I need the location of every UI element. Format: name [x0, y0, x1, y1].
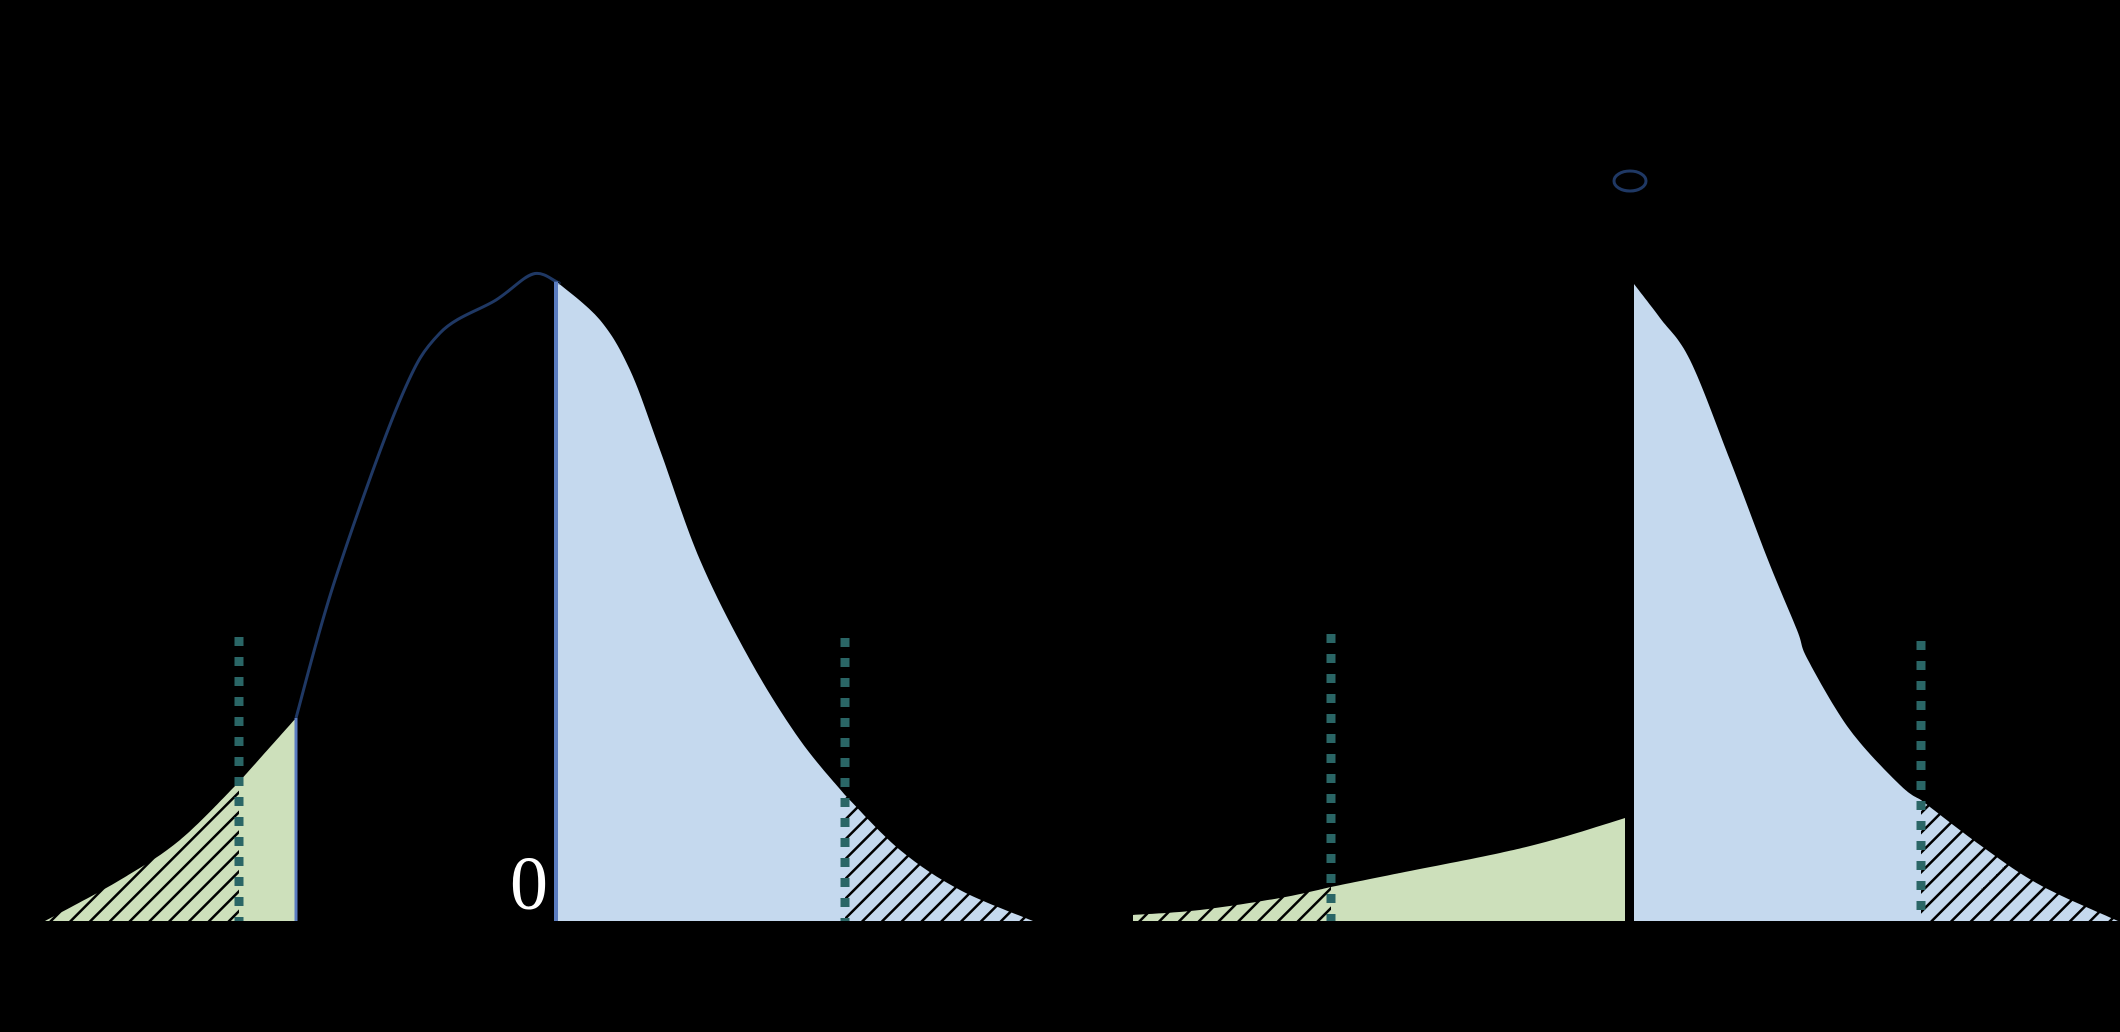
- right-of-mean-region: [553, 279, 845, 922]
- left-tail-rejection-region: [1133, 887, 1331, 921]
- mean-zero-label: 0: [510, 842, 548, 926]
- right-tail-rejection-region: [845, 795, 1033, 921]
- left-shaded-region: [1331, 818, 1625, 921]
- left-tail-rejection-region: [45, 782, 239, 921]
- right-tail-rejection-region: [1921, 800, 2118, 921]
- left-distribution: [45, 271, 1033, 922]
- right-distribution: [1133, 169, 2118, 921]
- peak-marker-icon: [1612, 169, 1648, 193]
- density-curve: [294, 271, 561, 719]
- right-shaded-region: [1634, 284, 1921, 921]
- left-shaded-region: [239, 718, 296, 921]
